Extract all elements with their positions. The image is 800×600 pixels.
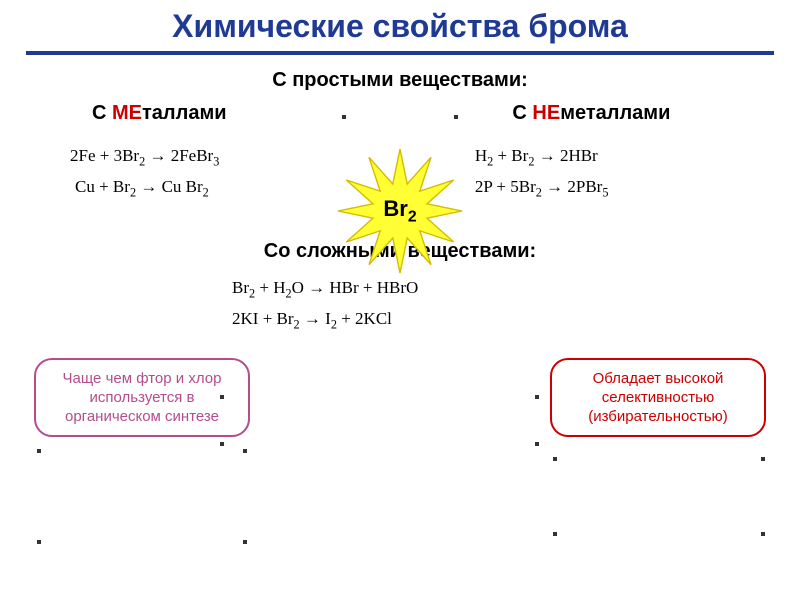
nonmetals-heading: С НЕметаллами <box>453 102 730 125</box>
equation-complex-1: Br2 + H2O → HBr + HBrO <box>232 273 800 304</box>
metals-heading: С МЕталлами <box>70 102 347 125</box>
subtitle-simple: С простыми веществами: <box>0 69 800 92</box>
callout-row: Чаще чем фтор и хлор используется в орга… <box>0 358 800 438</box>
nonmetals-suffix: металлами <box>560 102 670 124</box>
columns-simple: С МЕталлами 2Fe + 3Br2 → 2FeBr3 Cu + Br2… <box>0 102 800 204</box>
equation-nonmetal-2: 2P + 5Br2 → 2PBr5 <box>475 172 730 203</box>
metals-column: С МЕталлами 2Fe + 3Br2 → 2FeBr3 Cu + Br2… <box>70 102 347 204</box>
title-underline <box>26 51 774 55</box>
nonmetals-prefix: НЕ <box>532 102 560 124</box>
callout-right: Обладает высокой селективностью (избират… <box>550 358 766 438</box>
callout-left: Чаще чем фтор и хлор используется в орга… <box>34 358 250 438</box>
page-title: Химические свойства брома <box>0 0 800 51</box>
star-label: Br2 <box>383 196 416 226</box>
equation-complex-2: 2KI + Br2 → I2 + 2KCl <box>232 304 800 335</box>
metals-prefix: МЕ <box>112 102 142 124</box>
equation-metal-2: Cu + Br2 → Cu Br2 <box>70 172 347 203</box>
complex-equations: Br2 + H2O → HBr + HBrO 2KI + Br2 → I2 + … <box>0 273 800 336</box>
star-burst: Br2 <box>335 146 465 276</box>
equation-metal-1: 2Fe + 3Br2 → 2FeBr3 <box>70 141 347 172</box>
metals-suffix: таллами <box>142 102 227 124</box>
equation-nonmetal-1: H2 + Br2 → 2HBr <box>475 141 730 172</box>
nonmetals-column: С НЕметаллами H2 + Br2 → 2HBr 2P + 5Br2 … <box>453 102 730 204</box>
